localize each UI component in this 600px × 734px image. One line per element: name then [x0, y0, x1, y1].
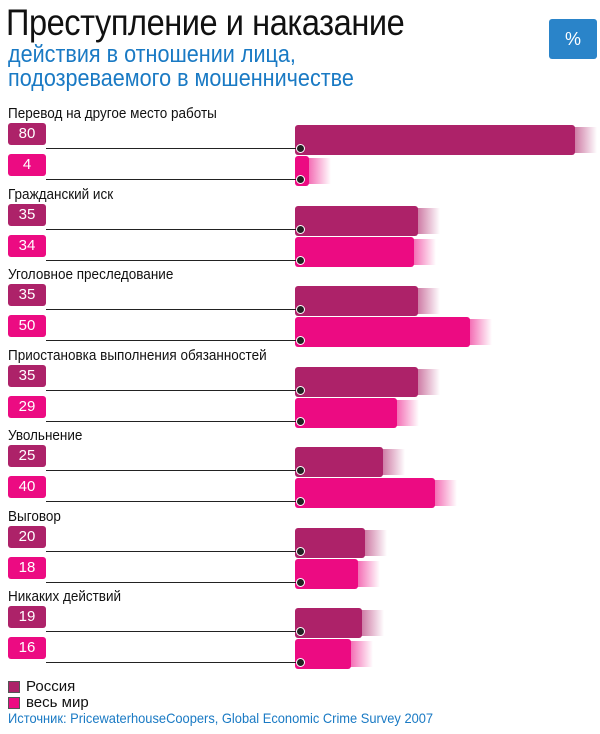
value-badge: 16 [8, 637, 46, 659]
leader-dot [296, 497, 305, 506]
category-label: Уголовное преследование [8, 266, 174, 283]
leader-dot [296, 144, 305, 153]
leader-dot [296, 305, 305, 314]
bar-side [413, 207, 440, 234]
leader-line [46, 259, 300, 261]
value-badge: 18 [8, 556, 46, 579]
category-label: Гражданский иск [8, 185, 114, 203]
legend-item-russia: Россия [8, 678, 75, 695]
category-label: Увольнение [8, 427, 83, 444]
bar-world [295, 558, 358, 589]
leader-dot [296, 175, 305, 184]
source-note: Источник: PricewaterhouseCoopers, Global… [8, 710, 434, 726]
bar-side [305, 158, 331, 184]
leader-dot [296, 658, 305, 667]
leader-line [46, 420, 300, 422]
leader-line [46, 340, 300, 341]
value-badge: 34 [8, 234, 46, 257]
bar-side [361, 529, 387, 556]
chart-title: Преступление и наказание [6, 2, 405, 43]
bar-side [413, 368, 440, 395]
legend-label: весь мир [26, 694, 89, 711]
value-badge: 35 [8, 364, 46, 387]
leader-line [46, 501, 300, 502]
leader-dot [296, 255, 305, 265]
leader-line [46, 228, 300, 230]
value-badge: 35 [8, 203, 46, 226]
bar-side [378, 449, 405, 475]
bar-russia [295, 608, 362, 638]
leader-dot [296, 336, 305, 345]
bar-world [295, 317, 470, 347]
leader-line [46, 470, 300, 471]
legend-swatch [8, 680, 20, 693]
bar-side [431, 480, 457, 506]
category-label: Выговор [8, 507, 61, 525]
bar-side [357, 610, 384, 636]
bar-side [354, 560, 380, 587]
value-badge: 20 [8, 525, 46, 548]
chart-subtitle-line2: подозреваемого в мошенничестве [8, 65, 354, 92]
leader-dot [296, 466, 305, 475]
legend-item-world: весь мир [8, 694, 89, 711]
leader-line [46, 309, 300, 310]
bar-side [392, 399, 419, 426]
bar-russia [295, 527, 365, 558]
leader-dot [296, 577, 305, 587]
value-badge: 40 [8, 476, 46, 498]
leader-line [46, 662, 300, 663]
bar-side [466, 319, 492, 345]
value-badge: 35 [8, 284, 46, 306]
value-badge: 4 [8, 154, 46, 176]
legend-label: Россия [26, 678, 76, 695]
bar-russia [295, 286, 418, 316]
bar-russia [295, 447, 383, 477]
bar-world [295, 478, 435, 508]
leader-dot [296, 546, 305, 556]
value-badge: 25 [8, 445, 46, 467]
unit-badge: % [549, 19, 597, 59]
category-label: Приостановка выполнения обязанностей [8, 346, 267, 364]
legend-swatch [8, 696, 20, 709]
value-badge: 29 [8, 395, 46, 418]
bar-side [410, 238, 436, 265]
bar-russia [295, 125, 575, 155]
leader-dot [296, 385, 305, 395]
leader-line [46, 581, 300, 583]
chart-subtitle-line1: действия в отношении лица, [8, 41, 296, 68]
bar-russia [295, 366, 418, 397]
bar-russia [295, 205, 418, 236]
bar-side [571, 127, 597, 153]
leader-line [46, 179, 300, 180]
bar-side [413, 288, 440, 314]
value-badge: 19 [8, 606, 46, 628]
leader-line [46, 631, 300, 632]
leader-dot [296, 224, 305, 234]
value-badge: 80 [8, 123, 46, 145]
leader-line [46, 389, 300, 391]
leader-line [46, 148, 300, 149]
leader-dot [296, 627, 305, 636]
bar-world [295, 397, 397, 428]
bar-world [295, 236, 414, 267]
leader-dot [296, 416, 305, 426]
category-label: Перевод на другое место работы [8, 105, 217, 122]
bar-side [347, 641, 373, 667]
category-label: Никаких действий [8, 588, 122, 605]
leader-line [46, 550, 300, 552]
value-badge: 50 [8, 315, 46, 337]
